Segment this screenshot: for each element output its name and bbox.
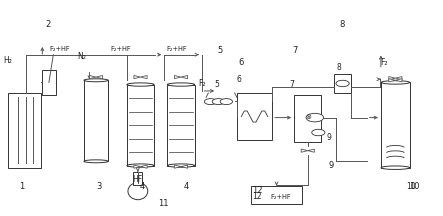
FancyBboxPatch shape [167, 84, 194, 166]
Text: F₂+HF: F₂+HF [270, 194, 291, 200]
FancyBboxPatch shape [84, 80, 108, 161]
FancyBboxPatch shape [133, 172, 142, 185]
Text: 11: 11 [158, 199, 168, 208]
Text: 2: 2 [46, 20, 51, 29]
Text: F₂+HF: F₂+HF [49, 46, 70, 52]
Text: 6: 6 [238, 58, 244, 67]
Polygon shape [134, 165, 140, 168]
Polygon shape [181, 75, 187, 79]
Text: 9: 9 [326, 133, 331, 142]
Circle shape [306, 113, 324, 122]
Ellipse shape [127, 164, 154, 167]
Polygon shape [175, 165, 181, 168]
Text: 12: 12 [253, 192, 262, 201]
Ellipse shape [167, 83, 194, 86]
Text: 10: 10 [408, 182, 419, 191]
Text: 5: 5 [214, 80, 219, 89]
Text: 3: 3 [96, 182, 101, 191]
Text: 5: 5 [217, 46, 222, 55]
Text: 9: 9 [328, 161, 333, 170]
Text: 7: 7 [290, 80, 295, 89]
Text: F₂: F₂ [198, 79, 206, 88]
Circle shape [220, 99, 233, 105]
Polygon shape [301, 149, 308, 152]
Polygon shape [89, 75, 96, 79]
Polygon shape [175, 75, 181, 79]
Text: F₂: F₂ [380, 58, 388, 67]
Polygon shape [140, 75, 147, 79]
Ellipse shape [167, 164, 194, 167]
Circle shape [204, 99, 217, 105]
Polygon shape [181, 165, 187, 168]
FancyBboxPatch shape [294, 95, 322, 142]
Polygon shape [389, 76, 396, 80]
Polygon shape [396, 79, 402, 82]
Text: 12: 12 [253, 186, 263, 195]
Circle shape [336, 80, 349, 87]
Text: 4: 4 [184, 182, 189, 191]
FancyBboxPatch shape [252, 186, 302, 204]
Text: ⊗: ⊗ [306, 114, 311, 120]
FancyBboxPatch shape [237, 93, 272, 140]
Polygon shape [396, 76, 402, 80]
Text: 8: 8 [339, 20, 345, 29]
Ellipse shape [381, 81, 410, 84]
Ellipse shape [127, 83, 154, 86]
FancyBboxPatch shape [8, 93, 41, 168]
Text: 10: 10 [406, 182, 416, 191]
Ellipse shape [84, 160, 108, 163]
Text: F₂+HF: F₂+HF [167, 46, 187, 52]
Polygon shape [308, 149, 315, 152]
Ellipse shape [128, 183, 148, 200]
Polygon shape [96, 75, 103, 79]
Ellipse shape [84, 79, 108, 82]
Circle shape [212, 99, 225, 105]
FancyBboxPatch shape [334, 74, 351, 93]
Text: N₂: N₂ [77, 52, 86, 61]
Polygon shape [389, 79, 396, 82]
Text: F₂+HF: F₂+HF [111, 46, 131, 52]
FancyBboxPatch shape [127, 84, 154, 166]
Text: HF: HF [132, 175, 143, 184]
FancyBboxPatch shape [381, 83, 410, 168]
Text: 8: 8 [337, 63, 342, 72]
FancyBboxPatch shape [42, 70, 56, 95]
Text: H₂: H₂ [4, 56, 12, 65]
Text: 4: 4 [140, 182, 145, 191]
Text: 6: 6 [236, 75, 241, 84]
Text: 7: 7 [292, 46, 297, 55]
Circle shape [312, 129, 325, 136]
Text: 1: 1 [19, 182, 24, 191]
Polygon shape [134, 75, 140, 79]
Ellipse shape [381, 166, 410, 169]
Polygon shape [140, 165, 147, 168]
